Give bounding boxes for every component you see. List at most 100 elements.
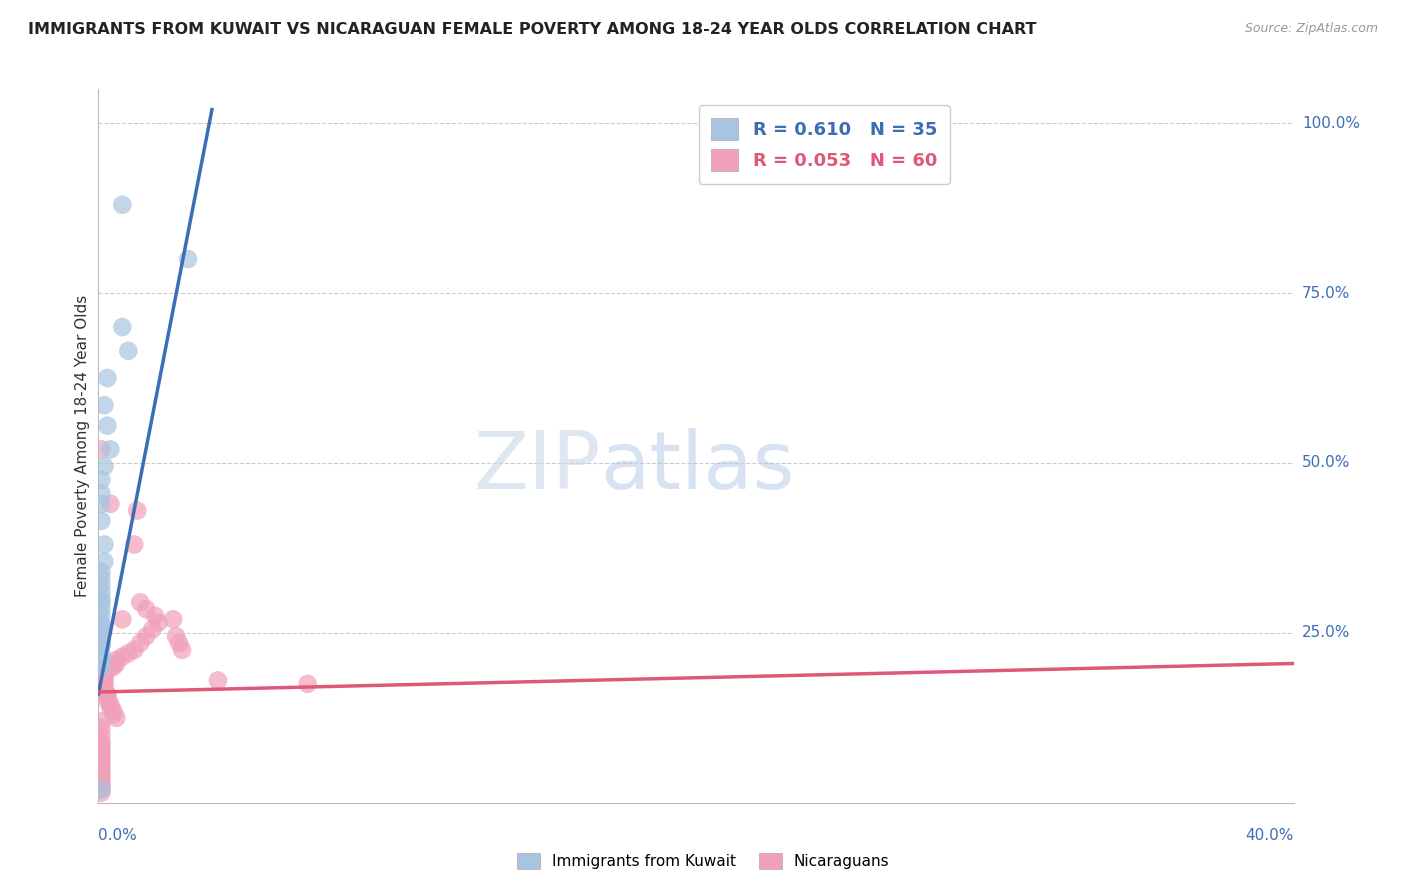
Point (96, 694, 118, 708)
Point (105, 657, 128, 671)
Text: 40.0%: 40.0% (1246, 828, 1294, 843)
Point (90, 591, 112, 606)
Point (207, 673, 229, 688)
Point (90, 640, 112, 654)
Point (162, 612, 184, 626)
Point (177, 252, 200, 266)
Text: ZIP: ZIP (472, 428, 600, 507)
Point (111, 649, 134, 664)
Point (143, 608, 166, 623)
Point (90, 653, 112, 667)
Point (103, 707, 125, 722)
Point (90, 714, 112, 729)
Point (111, 198, 134, 212)
Point (98, 442, 122, 457)
Point (172, 643, 194, 657)
Point (93, 459, 115, 474)
Point (90, 646, 112, 660)
Point (90, 636, 112, 650)
Point (129, 595, 152, 609)
Point (90, 619, 112, 633)
Point (90, 762, 112, 776)
Point (90, 748, 112, 763)
Point (90, 585, 112, 599)
Point (90, 758, 112, 772)
Point (90, 595, 112, 609)
Point (98, 698, 122, 712)
Point (93, 680, 115, 694)
Point (90, 745, 112, 759)
Point (90, 565, 112, 579)
Point (124, 643, 146, 657)
Point (90, 442, 112, 457)
Point (90, 786, 112, 800)
Point (141, 623, 163, 637)
Point (124, 537, 146, 551)
Y-axis label: Female Poverty Among 18-24 Year Olds: Female Poverty Among 18-24 Year Olds (75, 295, 90, 597)
Text: 25.0%: 25.0% (1302, 625, 1350, 640)
Point (90, 497, 112, 511)
Point (90, 721, 112, 735)
Point (90, 782, 112, 797)
Point (105, 711, 128, 725)
Point (90, 608, 112, 623)
Point (90, 755, 112, 769)
Point (90, 653, 112, 667)
Point (96, 690, 118, 705)
Point (93, 670, 115, 684)
Point (111, 612, 134, 626)
Point (98, 700, 122, 714)
Point (111, 320, 134, 334)
Point (90, 738, 112, 752)
Text: 50.0%: 50.0% (1302, 456, 1350, 470)
Point (117, 343, 139, 358)
Point (90, 751, 112, 765)
Point (129, 636, 152, 650)
Point (96, 418, 118, 433)
Point (90, 632, 112, 647)
Point (96, 371, 118, 385)
Text: 0.0%: 0.0% (98, 828, 138, 843)
Point (90, 486, 112, 500)
Point (90, 734, 112, 748)
Point (98, 660, 122, 674)
Point (105, 653, 128, 667)
Point (93, 555, 115, 569)
Point (98, 497, 122, 511)
Point (90, 741, 112, 756)
Point (93, 398, 115, 412)
Point (90, 602, 112, 616)
Legend: R = 0.610   N = 35, R = 0.053   N = 60: R = 0.610 N = 35, R = 0.053 N = 60 (699, 105, 950, 184)
Point (93, 673, 115, 688)
Point (90, 765, 112, 780)
Point (93, 666, 115, 681)
Point (90, 660, 112, 674)
Point (103, 660, 125, 674)
Point (127, 503, 149, 517)
Point (90, 623, 112, 637)
Text: atlas: atlas (600, 428, 794, 507)
Point (90, 615, 112, 630)
Point (96, 660, 118, 674)
Point (90, 578, 112, 592)
Point (90, 779, 112, 793)
Legend: Immigrants from Kuwait, Nicaraguans: Immigrants from Kuwait, Nicaraguans (510, 847, 896, 875)
Point (90, 473, 112, 487)
Text: 75.0%: 75.0% (1302, 285, 1350, 301)
Point (90, 775, 112, 789)
Point (90, 514, 112, 528)
Point (96, 663, 118, 677)
Text: 100.0%: 100.0% (1302, 116, 1360, 131)
Point (117, 646, 139, 660)
Point (93, 677, 115, 691)
Point (103, 704, 125, 718)
Point (165, 629, 187, 643)
Point (148, 615, 170, 630)
Point (90, 782, 112, 797)
Point (167, 636, 190, 650)
Point (93, 683, 115, 698)
Point (297, 677, 319, 691)
Text: Source: ZipAtlas.com: Source: ZipAtlas.com (1244, 22, 1378, 36)
Point (90, 728, 112, 742)
Text: IMMIGRANTS FROM KUWAIT VS NICARAGUAN FEMALE POVERTY AMONG 18-24 YEAR OLDS CORREL: IMMIGRANTS FROM KUWAIT VS NICARAGUAN FEM… (28, 22, 1036, 37)
